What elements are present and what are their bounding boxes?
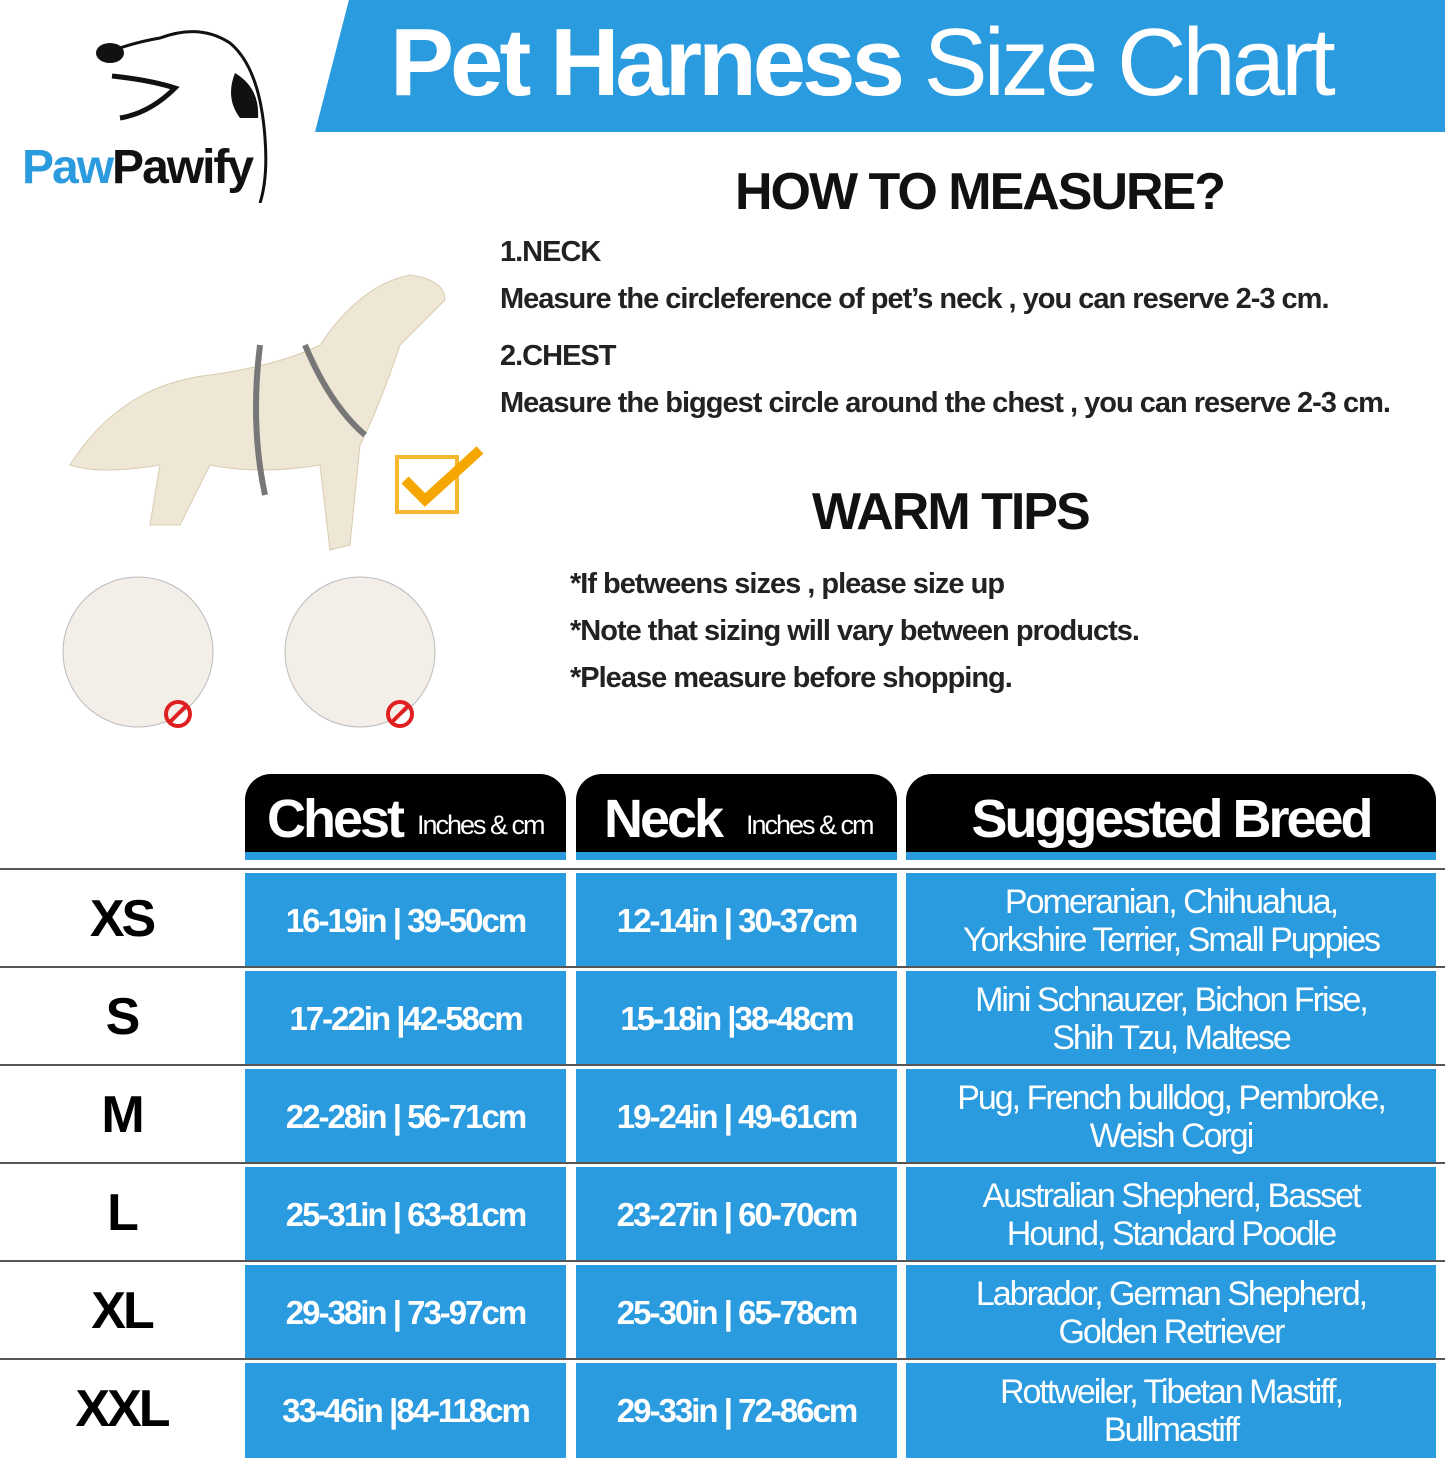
- table-row: L 25-31in | 63-81cm 23-27in | 60-70cm Au…: [0, 1162, 1445, 1262]
- breed-value: Pug, French bulldog, Pembroke, Weish Cor…: [906, 1069, 1436, 1164]
- neck-value: 12-14in | 30-37cm: [576, 873, 897, 968]
- breed-value: Pomeranian, Chihuahua, Yorkshire Terrier…: [906, 873, 1436, 968]
- table-row: XS 16-19in | 39-50cm 12-14in | 30-37cm P…: [0, 868, 1445, 968]
- chest-header: Chest Inches & cm: [245, 774, 566, 860]
- neck-value: 23-27in | 60-70cm: [576, 1167, 897, 1262]
- chest-text: Measure the biggest circle around the ch…: [500, 387, 1391, 419]
- breed-value: Mini Schnauzer, Bichon Frise, Shih Tzu, …: [906, 971, 1436, 1066]
- breed-header: Suggested Breed: [906, 774, 1436, 860]
- tip-item: *Note that sizing will vary between prod…: [570, 615, 1140, 647]
- breed-value: Rottweiler, Tibetan Mastiff, Bullmastiff: [906, 1363, 1436, 1458]
- chest-value: 33-46in |84-118cm: [245, 1363, 566, 1458]
- neck-value: 15-18in |38-48cm: [576, 971, 897, 1066]
- chest-value: 22-28in | 56-71cm: [245, 1069, 566, 1164]
- dog-logo-icon: [96, 30, 268, 203]
- chest-value: 25-31in | 63-81cm: [245, 1167, 566, 1262]
- chest-label: 2.CHEST: [500, 340, 616, 372]
- table-row: XL 29-38in | 73-97cm 25-30in | 65-78cm L…: [0, 1260, 1445, 1360]
- size-label: XXL: [75, 1380, 170, 1438]
- table-row: S 17-22in |42-58cm 15-18in |38-48cm Mini…: [0, 966, 1445, 1066]
- chest-value: 16-19in | 39-50cm: [245, 873, 566, 968]
- size-label: S: [105, 988, 141, 1046]
- neck-label: 1.NECK: [500, 236, 601, 268]
- table-row: XXL 33-46in |84-118cm 29-33in | 72-86cm …: [0, 1358, 1445, 1458]
- dog-photo: [62, 274, 484, 728]
- neck-value: 29-33in | 72-86cm: [576, 1363, 897, 1458]
- tip-item: *If betweens sizes , please size up: [570, 568, 1005, 600]
- size-label: M: [101, 1086, 144, 1144]
- table-row: M 22-28in | 56-71cm 19-24in | 49-61cm Pu…: [0, 1064, 1445, 1164]
- size-label: L: [107, 1184, 139, 1242]
- size-label: XS: [89, 890, 156, 948]
- neck-value: 19-24in | 49-61cm: [576, 1069, 897, 1164]
- neck-value: 25-30in | 65-78cm: [576, 1265, 897, 1360]
- warm-tips-heading: WARM TIPS: [812, 483, 1091, 541]
- chest-value: 17-22in |42-58cm: [245, 971, 566, 1066]
- neck-text: Measure the circleference of pet’s neck …: [500, 283, 1330, 315]
- how-to-measure-heading: HOW TO MEASURE?: [735, 163, 1226, 221]
- breed-value: Labrador, German Shepherd, Golden Retrie…: [906, 1265, 1436, 1360]
- chest-value: 29-38in | 73-97cm: [245, 1265, 566, 1360]
- page-title: Pet Harness Size Chart: [390, 9, 1336, 116]
- neck-header: Neck Inches & cm: [576, 774, 897, 860]
- title-banner: [315, 0, 1445, 132]
- brand-logo: PawPawify: [22, 141, 254, 194]
- tip-item: *Please measure before shopping.: [570, 662, 1013, 694]
- breed-value: Australian Shepherd, Basset Hound, Stand…: [906, 1167, 1436, 1262]
- size-label: XL: [91, 1282, 154, 1340]
